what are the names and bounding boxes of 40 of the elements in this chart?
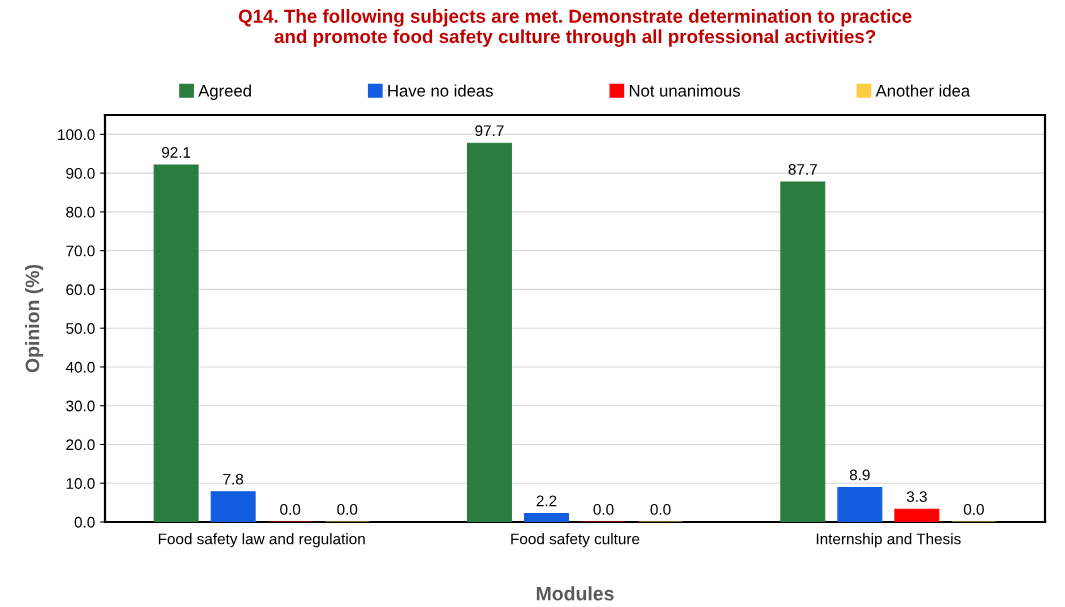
bar — [153, 164, 199, 522]
data-label: 0.0 — [280, 503, 301, 515]
y-tick-label: 0.0 — [74, 516, 95, 528]
data-label: 8.9 — [849, 469, 870, 481]
legend-label: Have no ideas — [388, 84, 493, 97]
data-label: 97.7 — [475, 125, 504, 137]
y-tick-label: 30.0 — [66, 400, 95, 412]
data-label: 7.8 — [223, 473, 244, 485]
y-tick-label: 40.0 — [65, 361, 95, 373]
bar — [466, 142, 512, 522]
x-tick-label: Food safety culture — [511, 533, 640, 548]
x-tick-label: Internship and Thesis — [816, 533, 961, 548]
legend-label: Another idea — [875, 84, 971, 97]
bar — [523, 512, 569, 522]
x-tick-label: Food safety law and regulation — [158, 533, 365, 548]
y-tick-label: 50.0 — [66, 323, 95, 334]
data-label: 0.0 — [593, 503, 614, 515]
data-label: 3.3 — [906, 491, 927, 503]
data-label: 0.0 — [963, 503, 984, 515]
bar — [837, 486, 883, 522]
y-tick-label: 70.0 — [66, 245, 95, 257]
y-tick-label: 80.0 — [66, 206, 95, 218]
y-axis-title: Opinion (%) — [25, 264, 44, 373]
data-label: 0.0 — [650, 503, 671, 515]
y-tick-label: 90.0 — [66, 168, 95, 179]
data-label: 92.1 — [161, 147, 191, 158]
y-tick-label: 60.0 — [66, 284, 95, 296]
bar — [210, 491, 256, 522]
y-tick-label: 10.0 — [66, 478, 95, 489]
legend-label: Not unanimous — [629, 84, 741, 97]
x-axis-title: Modules — [536, 586, 614, 601]
data-label: 87.7 — [788, 164, 817, 175]
data-label: 2.2 — [536, 495, 557, 507]
legend-label: Agreed — [198, 84, 251, 100]
y-tick-label: 20.0 — [66, 439, 95, 451]
bar — [894, 508, 940, 522]
chart-title: Q14. The following subjects are met. Demonstrate determination to practice and promote food safety culture through all professional activities? — [238, 9, 912, 47]
bar — [780, 181, 826, 522]
y-tick-label: 100.0 — [58, 129, 95, 141]
data-label: 0.0 — [337, 503, 358, 515]
